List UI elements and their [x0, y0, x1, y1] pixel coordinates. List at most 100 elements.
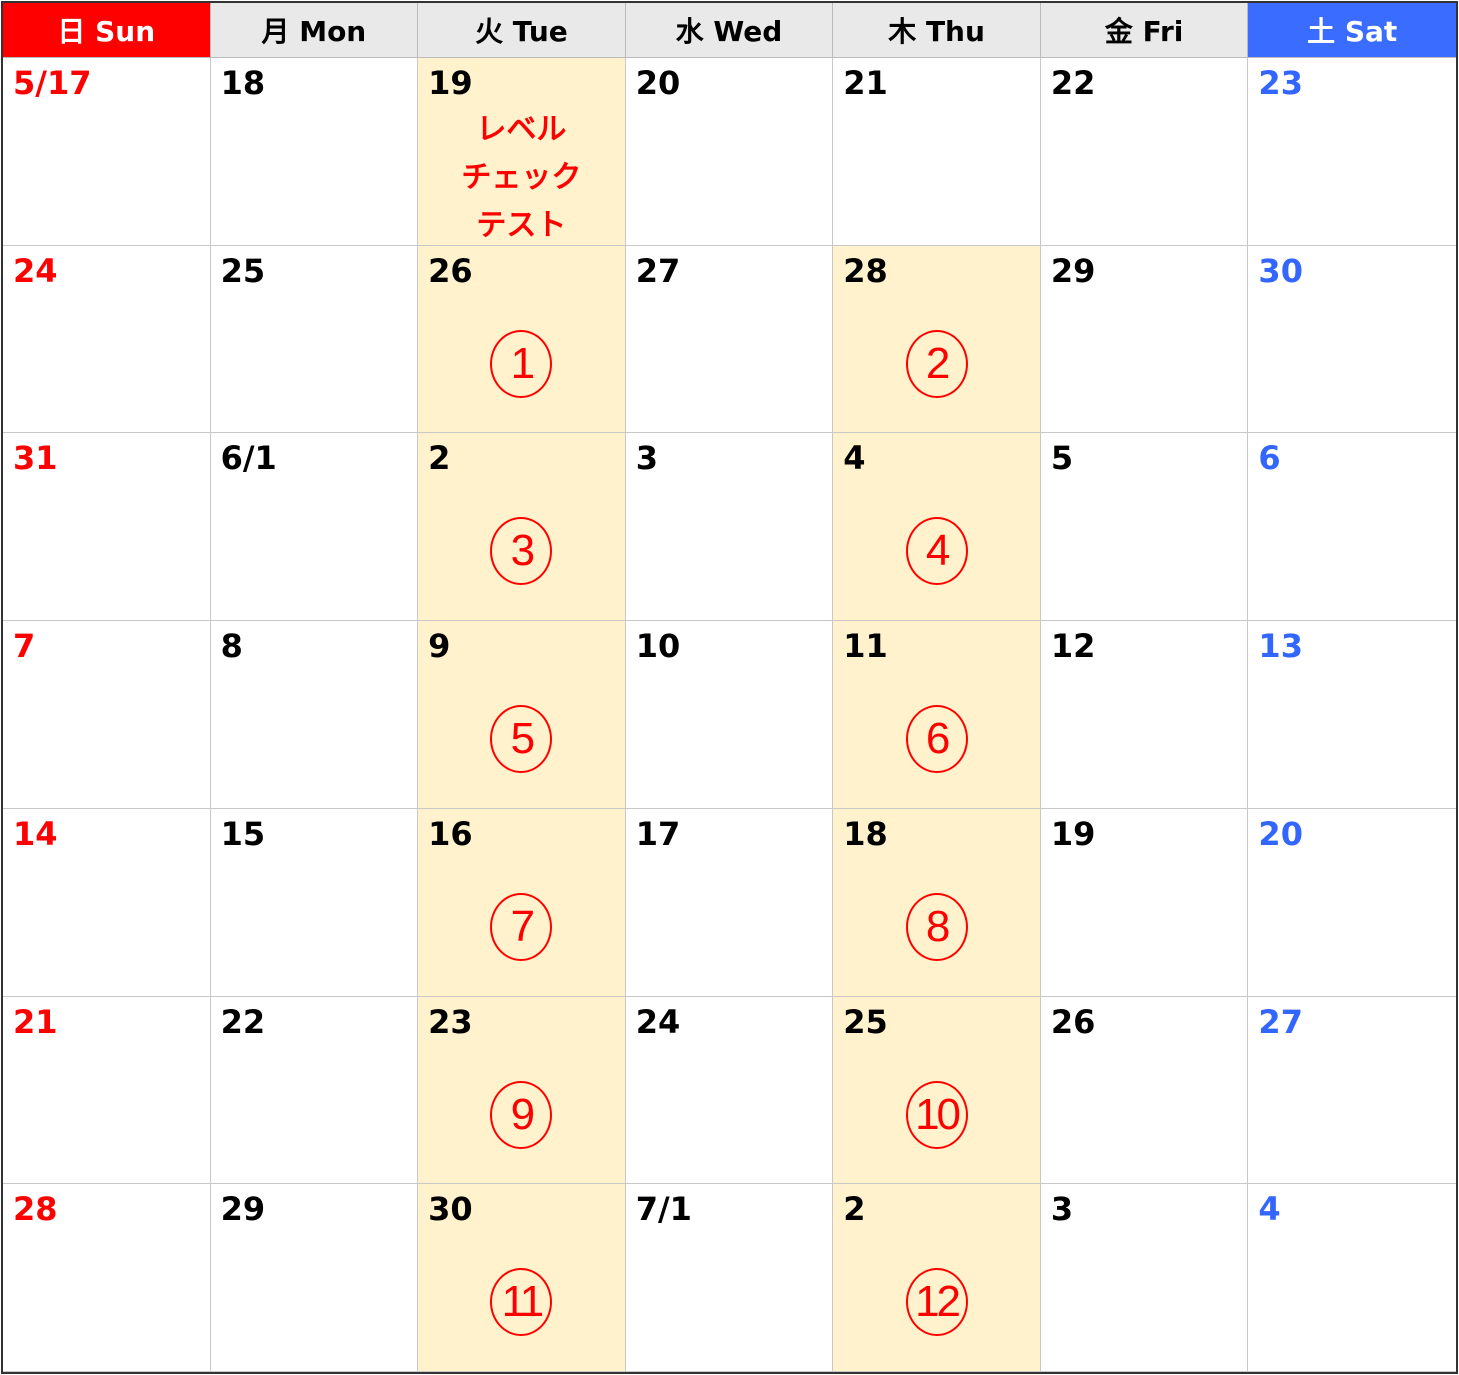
day-number: 3 — [1050, 1190, 1074, 1229]
day-cell[interactable]: 18 8 — [833, 808, 1041, 997]
day-cell[interactable]: 15 — [210, 808, 419, 997]
day-number: 7 — [13, 627, 36, 666]
day-number: 27 — [1258, 1002, 1303, 1041]
day-number: 30 — [1258, 251, 1303, 290]
day-cell[interactable]: 25 10 — [833, 996, 1041, 1185]
day-cell[interactable]: 13 — [1248, 621, 1456, 809]
day-cell[interactable]: 25 — [210, 245, 419, 434]
day-cell[interactable]: 3 — [625, 433, 834, 622]
day-number: 28 — [843, 251, 888, 290]
day-cell[interactable]: 4 — [1248, 1184, 1456, 1372]
day-number: 15 — [220, 814, 266, 853]
circled-lesson-number: 3 — [490, 517, 553, 586]
day-cell[interactable]: 11 6 — [833, 621, 1041, 809]
day-cell[interactable]: 2 12 — [833, 1184, 1041, 1372]
day-cell[interactable]: 10 — [625, 621, 834, 809]
day-number: 11 — [843, 627, 888, 666]
day-cell[interactable]: 17 — [625, 808, 834, 997]
day-cell[interactable]: 30 — [1248, 245, 1456, 434]
day-cell[interactable]: 27 — [625, 245, 834, 434]
day-number: 10 — [635, 627, 681, 666]
day-cell[interactable]: 29 — [210, 1184, 419, 1372]
day-number: 25 — [843, 1002, 888, 1041]
day-number: 8 — [220, 627, 243, 666]
day-number: 2 — [428, 439, 451, 478]
day-number: 4 — [843, 439, 866, 478]
header-sun: 日 Sun — [3, 3, 211, 58]
day-cell[interactable]: 7/1 — [625, 1184, 834, 1372]
day-number: 22 — [220, 1002, 266, 1041]
day-cell[interactable]: 29 — [1040, 245, 1249, 434]
day-cell[interactable]: 21 — [833, 58, 1041, 246]
day-cell[interactable]: 18 — [210, 58, 419, 246]
day-number: 18 — [843, 814, 888, 853]
day-cell[interactable]: 26 — [1040, 996, 1249, 1185]
day-number: 9 — [428, 627, 451, 666]
day-cell[interactable]: 26 1 — [418, 245, 626, 434]
day-cell[interactable]: 5 — [1040, 433, 1249, 622]
day-number: 19 — [428, 64, 473, 102]
day-number: 18 — [220, 64, 266, 102]
header-sat: 土 Sat — [1248, 3, 1456, 58]
day-cell[interactable]: 14 — [3, 808, 211, 997]
day-cell[interactable]: 28 — [3, 1184, 211, 1372]
day-cell[interactable]: 16 7 — [418, 808, 626, 997]
day-cell[interactable]: 12 — [1040, 621, 1249, 809]
day-number: 29 — [220, 1190, 266, 1229]
header-wed: 水 Wed — [625, 3, 834, 58]
day-number: 27 — [635, 251, 681, 290]
day-number: 20 — [635, 64, 681, 102]
day-number: 21 — [843, 64, 888, 102]
day-cell[interactable]: 8 — [210, 621, 419, 809]
day-cell[interactable]: 28 2 — [833, 245, 1041, 434]
day-number: 24 — [635, 1002, 681, 1041]
circled-lesson-number: 11 — [490, 1268, 553, 1337]
day-cell[interactable]: 31 — [3, 433, 211, 622]
event-note: レベル チェック テスト — [418, 106, 625, 250]
day-number: 14 — [13, 814, 58, 853]
day-cell[interactable]: 22 — [210, 996, 419, 1185]
header-thu: 木 Thu — [833, 3, 1041, 58]
day-number: 21 — [13, 1002, 58, 1041]
day-cell[interactable]: 30 11 — [418, 1184, 626, 1372]
day-cell[interactable]: 19 レベル チェック テスト — [418, 58, 626, 246]
day-cell[interactable]: 22 — [1040, 58, 1249, 246]
day-number: 25 — [220, 251, 266, 290]
day-cell[interactable]: 6/1 — [210, 433, 419, 622]
day-cell[interactable]: 23 9 — [418, 996, 626, 1185]
header-tue: 火 Tue — [418, 3, 626, 58]
day-number: 30 — [428, 1190, 473, 1229]
event-note-line: レベル — [476, 112, 567, 147]
event-note-line: チェック — [461, 160, 582, 195]
day-number: 19 — [1050, 814, 1096, 853]
day-cell[interactable]: 27 — [1248, 996, 1456, 1185]
day-number: 23 — [1258, 64, 1303, 102]
day-number: 28 — [13, 1190, 58, 1229]
day-number: 23 — [428, 1002, 473, 1041]
day-cell[interactable]: 23 — [1248, 58, 1456, 246]
day-cell[interactable]: 21 — [3, 996, 211, 1185]
circled-lesson-number: 5 — [490, 705, 553, 774]
circled-lesson-number: 2 — [905, 329, 968, 398]
day-cell[interactable]: 19 — [1040, 808, 1249, 997]
day-cell[interactable]: 3 — [1040, 1184, 1249, 1372]
circled-lesson-number: 4 — [905, 517, 968, 586]
circled-lesson-number: 1 — [490, 329, 553, 398]
day-cell[interactable]: 24 — [625, 996, 834, 1185]
day-number: 26 — [428, 251, 473, 290]
day-cell[interactable]: 24 — [3, 245, 211, 434]
day-number: 5/17 — [13, 64, 92, 102]
day-number: 31 — [13, 439, 58, 478]
day-cell[interactable]: 20 — [1248, 808, 1456, 997]
day-cell[interactable]: 20 — [625, 58, 834, 246]
day-number: 6/1 — [220, 439, 277, 478]
header-mon: 月 Mon — [210, 3, 419, 58]
day-cell[interactable]: 5/17 — [3, 58, 211, 246]
day-number: 20 — [1258, 814, 1303, 853]
day-cell[interactable]: 6 — [1248, 433, 1456, 622]
day-cell[interactable]: 7 — [3, 621, 211, 809]
